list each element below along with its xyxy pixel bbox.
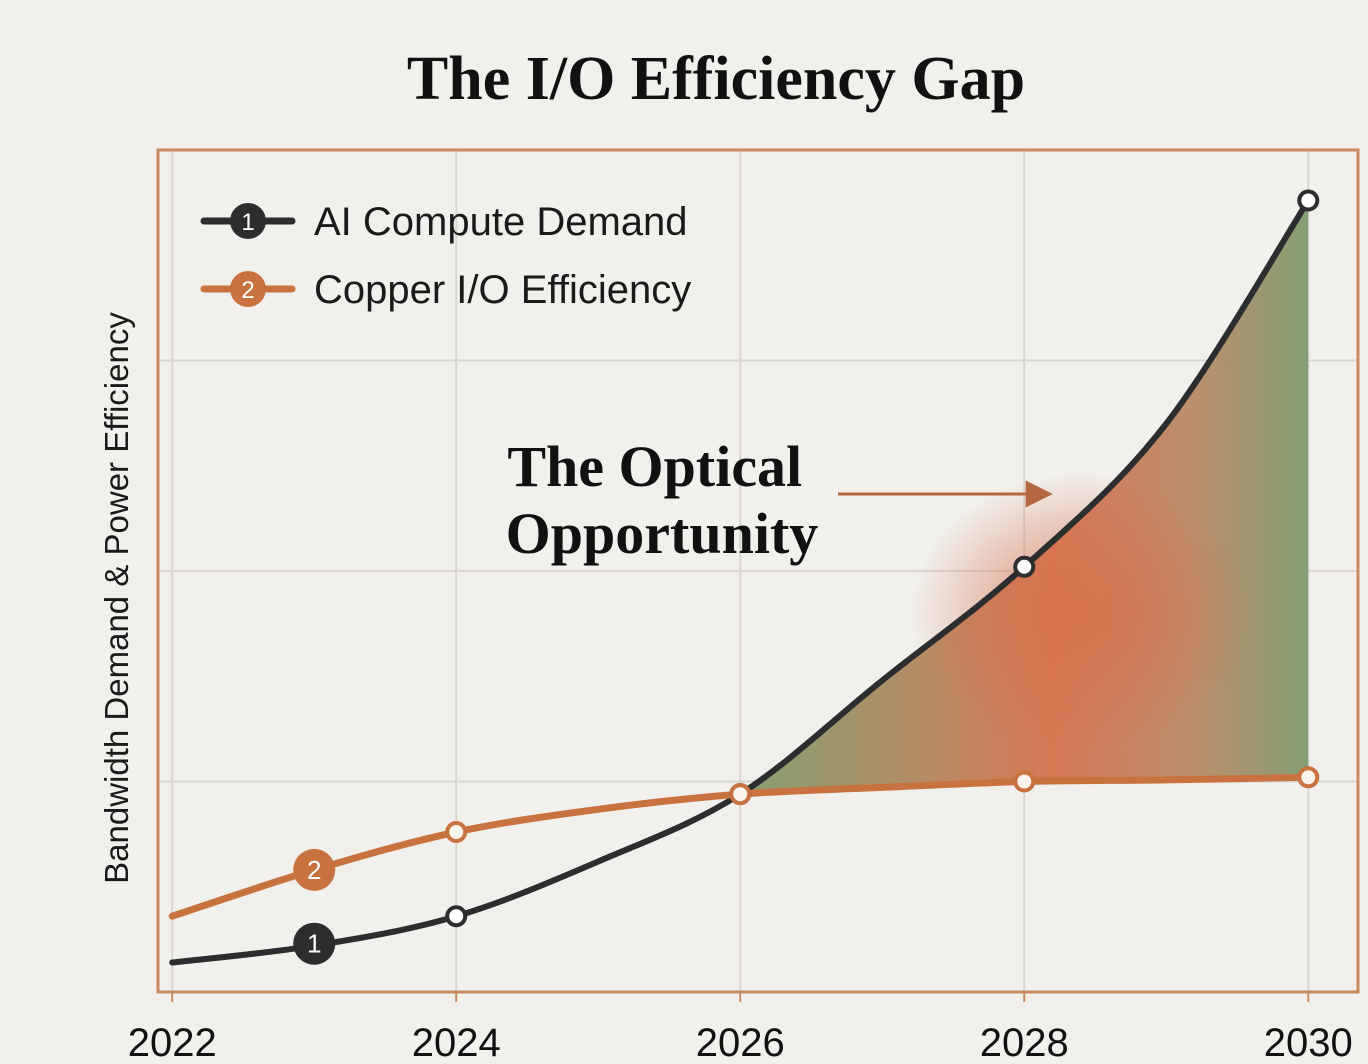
- data-point-marker: [445, 905, 468, 928]
- x-tick-label: 2028: [980, 1021, 1069, 1064]
- series-markers: 12: [293, 189, 1320, 965]
- annotation-line-1: The Optical: [507, 434, 802, 499]
- plot-frame: [156, 148, 1360, 994]
- data-point-marker: [1013, 555, 1036, 578]
- series-badge: [293, 922, 336, 965]
- data-point-marker: [445, 821, 468, 844]
- gap-highlight: [911, 473, 1252, 754]
- data-point-marker: [1013, 770, 1036, 793]
- data-point-marker: [1297, 766, 1320, 789]
- annotation-line-2: Opportunity: [506, 501, 819, 566]
- x-axis-ticks: 2022 2024 2026 2028 2030: [128, 992, 1353, 1064]
- series-badge-label: 2: [307, 855, 321, 885]
- svg-text:The Optical Opportunity: The Optical Opportunity: [506, 434, 819, 566]
- annotation-optical-opportunity: The Optical Opportunity: [506, 434, 1053, 566]
- legend-item-1: 1 AI Compute Demand: [200, 200, 688, 244]
- x-tick-label: 2026: [696, 1021, 785, 1064]
- chart-title: The I/O Efficiency Gap: [407, 45, 1025, 113]
- numbered-circle-icon: [230, 203, 266, 239]
- x-tick-label: 2022: [128, 1021, 217, 1064]
- x-tick-label: 2030: [1264, 1021, 1353, 1064]
- series-badge-label: 1: [307, 929, 321, 959]
- series-line-1: [169, 197, 1312, 966]
- data-point-marker: [1297, 189, 1320, 212]
- data-point-marker: [729, 783, 752, 806]
- legend-label: Copper I/O Efficiency: [314, 268, 691, 312]
- legend-number: 2: [241, 277, 254, 304]
- gap-area: [740, 200, 1309, 795]
- legend-label: AI Compute Demand: [314, 200, 688, 244]
- legend-number: 1: [241, 209, 254, 236]
- legend-item-2: 2 Copper I/O Efficiency: [200, 268, 691, 312]
- y-axis-label: Bandwidth Demand & Power Efficiency: [98, 312, 135, 884]
- legend: 1 AI Compute Demand 2 Copper I/O Efficiency: [200, 200, 691, 312]
- x-tick-label: 2024: [412, 1021, 501, 1064]
- numbered-circle-icon: [230, 271, 266, 307]
- series-badge: [293, 848, 336, 891]
